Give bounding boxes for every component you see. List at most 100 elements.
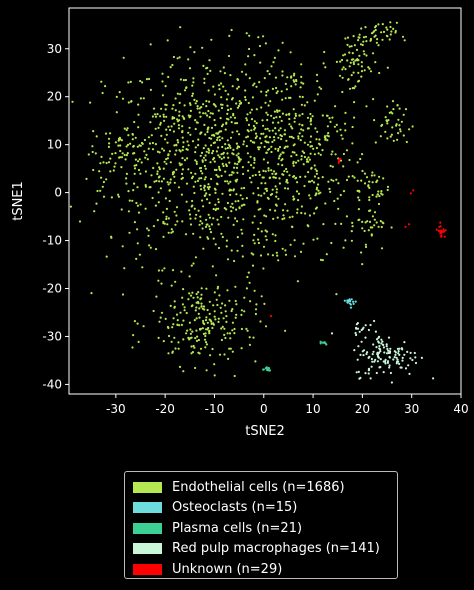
data-point — [378, 71, 381, 75]
data-point — [107, 137, 111, 140]
data-point — [217, 154, 220, 157]
data-point — [398, 124, 401, 127]
data-point — [293, 120, 296, 123]
data-point — [344, 111, 347, 114]
data-point — [168, 189, 171, 192]
data-point — [232, 153, 235, 156]
data-point — [277, 163, 280, 166]
data-point — [271, 233, 274, 236]
legend-label: Plasma cells (n=21) — [172, 520, 303, 536]
data-point — [335, 293, 338, 296]
data-point — [233, 116, 237, 119]
data-point — [294, 161, 298, 164]
data-point — [398, 353, 401, 356]
data-point — [226, 289, 229, 292]
data-point — [357, 79, 361, 82]
data-point — [400, 366, 403, 369]
data-point — [220, 311, 223, 314]
data-point — [285, 88, 288, 91]
data-point — [239, 102, 242, 105]
data-point — [208, 201, 211, 204]
data-point — [280, 90, 283, 93]
data-point — [382, 371, 385, 374]
data-point — [156, 150, 159, 153]
data-point — [133, 320, 136, 323]
data-point — [182, 141, 185, 144]
data-point — [249, 300, 252, 303]
data-point — [204, 176, 207, 179]
data-point — [206, 308, 209, 312]
data-point — [183, 159, 187, 162]
data-point — [319, 191, 322, 194]
data-point — [342, 66, 345, 69]
data-point — [304, 175, 307, 178]
data-point — [235, 102, 238, 105]
data-point — [281, 41, 284, 44]
data-point — [358, 33, 361, 36]
data-point — [331, 150, 334, 153]
data-point — [317, 142, 321, 145]
data-point — [169, 66, 172, 69]
data-point — [269, 100, 272, 103]
data-point — [266, 118, 269, 122]
data-point — [125, 177, 128, 180]
data-point — [389, 135, 392, 138]
data-point — [125, 182, 128, 185]
data-point — [236, 249, 239, 252]
data-point — [207, 89, 210, 92]
legend-item: Osteoclasts (n=15) — [133, 498, 389, 519]
data-point — [361, 220, 364, 223]
data-point — [290, 125, 293, 128]
data-point — [215, 150, 218, 153]
data-point — [212, 217, 215, 220]
data-point — [275, 188, 278, 191]
data-point — [95, 135, 98, 138]
data-point — [361, 169, 364, 173]
data-point — [133, 120, 136, 124]
data-point — [363, 53, 366, 56]
data-point — [270, 65, 273, 68]
x-tick-label: -20 — [155, 402, 175, 416]
data-point — [275, 91, 278, 95]
data-point — [129, 80, 132, 83]
data-point — [278, 115, 281, 118]
data-point — [247, 55, 250, 58]
data-point — [307, 156, 310, 159]
data-point — [197, 138, 200, 141]
data-point — [308, 158, 311, 161]
data-point — [364, 35, 368, 38]
data-point — [177, 186, 181, 189]
data-point — [263, 302, 266, 305]
data-point — [164, 138, 167, 141]
data-point — [121, 97, 125, 100]
data-point — [180, 270, 183, 273]
data-point — [208, 216, 211, 219]
data-point — [181, 130, 184, 133]
data-point — [117, 139, 120, 142]
data-point — [210, 177, 213, 181]
data-point — [239, 194, 242, 197]
data-point — [360, 70, 364, 73]
data-point — [245, 327, 248, 330]
data-point — [162, 167, 165, 170]
data-point — [309, 152, 312, 155]
data-point — [138, 158, 141, 161]
data-point — [245, 287, 248, 290]
data-point — [136, 228, 139, 231]
data-point — [137, 168, 141, 172]
data-point — [214, 318, 217, 321]
data-point — [281, 98, 284, 101]
data-point — [260, 90, 263, 93]
data-point — [215, 274, 218, 277]
data-point — [378, 175, 381, 178]
data-point — [202, 156, 206, 159]
data-point — [188, 67, 192, 70]
data-point — [149, 88, 152, 91]
data-point — [358, 54, 361, 57]
data-point — [263, 77, 266, 80]
data-point — [206, 186, 209, 189]
data-point — [144, 207, 147, 210]
data-point — [292, 160, 295, 163]
data-point — [262, 368, 265, 371]
data-point — [130, 100, 133, 103]
